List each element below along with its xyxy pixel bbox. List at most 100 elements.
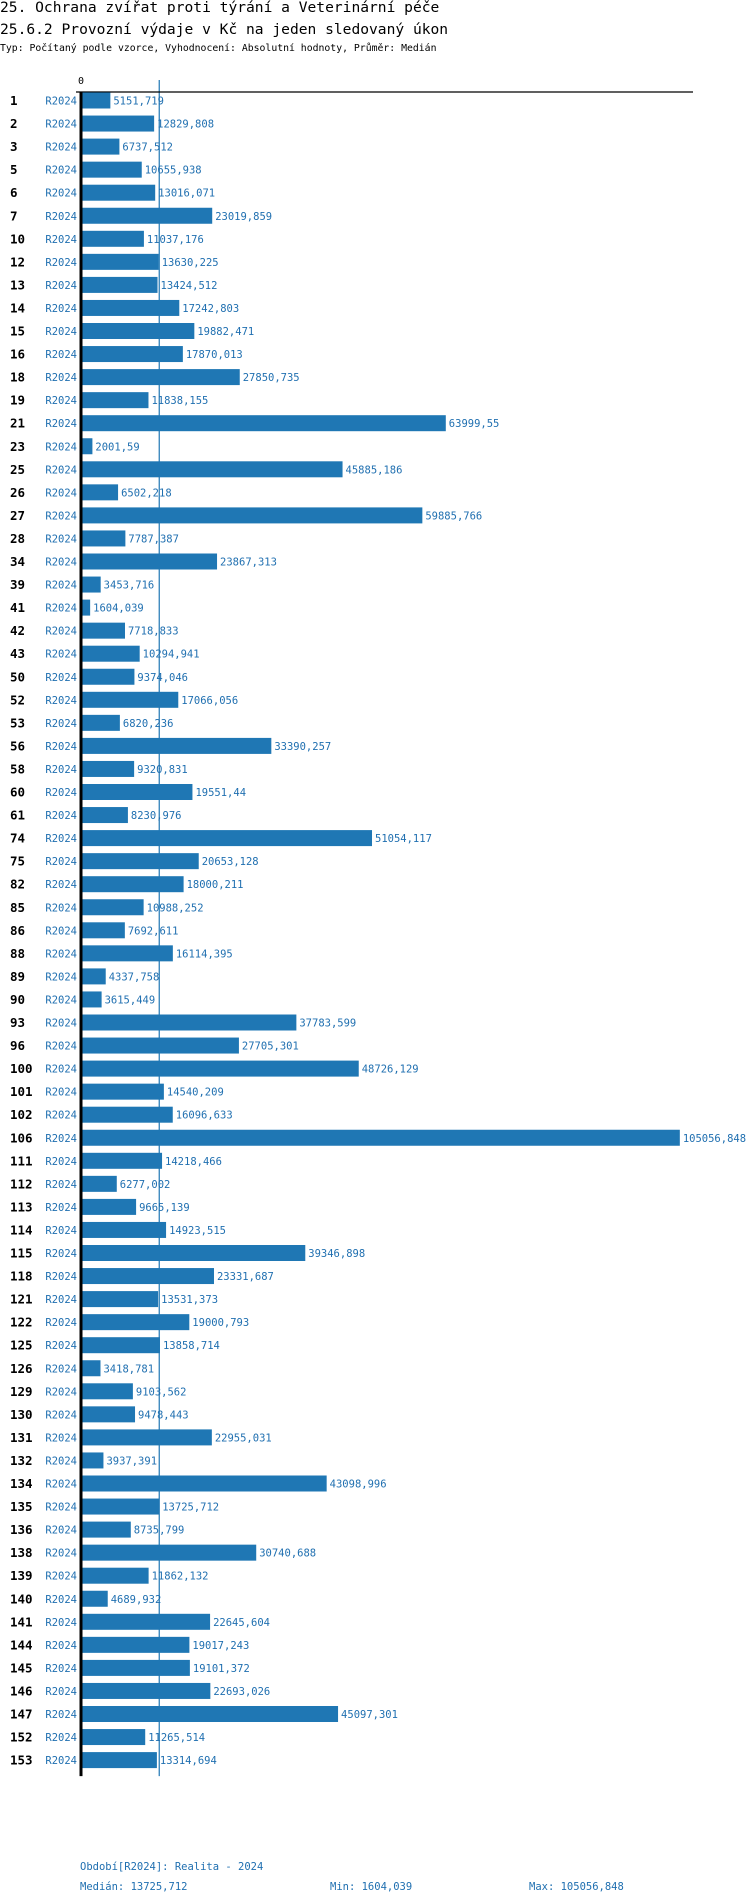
data-label: 20653,128 (202, 856, 259, 868)
category-label: 25 (10, 462, 25, 477)
bar (81, 461, 343, 478)
data-label: 23331,687 (217, 1271, 274, 1283)
category-label: 82 (10, 877, 25, 892)
bar (81, 991, 102, 1008)
bar (81, 1129, 680, 1146)
category-label: 42 (10, 623, 25, 638)
data-label: 19101,372 (193, 1663, 250, 1675)
bar (81, 622, 125, 639)
category-label: 152 (10, 1730, 33, 1745)
series-label: R2024 (45, 580, 77, 592)
data-label: 16114,395 (176, 948, 233, 960)
category-label: 130 (10, 1407, 33, 1422)
series-label: R2024 (45, 787, 77, 799)
bar (81, 1659, 190, 1676)
bar (81, 1198, 137, 1215)
bar (81, 207, 213, 224)
data-label: 9665,139 (139, 1202, 190, 1214)
bar (81, 1406, 136, 1423)
bar (81, 1544, 257, 1561)
category-label: 115 (10, 1246, 33, 1261)
category-label: 153 (10, 1753, 33, 1768)
bar (81, 1475, 327, 1492)
bar (81, 1060, 359, 1077)
bar (81, 1383, 133, 1400)
bar (81, 1314, 190, 1331)
data-label: 7692,611 (128, 925, 179, 937)
data-label: 16096,633 (176, 1110, 233, 1122)
data-label: 6737,512 (122, 142, 173, 154)
series-label: R2024 (45, 1640, 77, 1652)
category-label: 23 (10, 439, 25, 454)
series-label: R2024 (45, 257, 77, 269)
footer-max: Max: 105056,848 (529, 1881, 624, 1893)
series-label: R2024 (45, 1064, 77, 1076)
series-label: R2024 (45, 142, 77, 154)
bar (81, 1083, 164, 1100)
bar (81, 714, 120, 731)
data-label: 14540,209 (167, 1087, 224, 1099)
bar (81, 1106, 173, 1123)
data-label: 9320,831 (137, 764, 188, 776)
bar (81, 968, 106, 985)
category-label: 145 (10, 1660, 33, 1675)
data-label: 10988,252 (147, 902, 204, 914)
series-label: R2024 (45, 718, 77, 730)
category-label: 3 (10, 139, 18, 154)
category-label: 118 (10, 1269, 33, 1284)
data-label: 33390,257 (274, 741, 331, 753)
bar (81, 830, 373, 847)
series-label: R2024 (45, 1548, 77, 1560)
category-label: 28 (10, 531, 25, 546)
footer-min: Min: 1604,039 (330, 1881, 412, 1893)
data-label: 14218,466 (165, 1156, 222, 1168)
bar (81, 484, 119, 501)
bar (81, 138, 120, 155)
category-label: 1 (10, 93, 18, 108)
category-label: 96 (10, 1038, 25, 1053)
data-label: 7718,833 (128, 626, 179, 638)
series-label: R2024 (45, 649, 77, 661)
series-label: R2024 (45, 603, 77, 615)
series-label: R2024 (45, 557, 77, 569)
category-label: 56 (10, 738, 25, 753)
data-label: 30740,688 (259, 1548, 316, 1560)
data-label: 7787,387 (128, 533, 179, 545)
series-label: R2024 (45, 994, 77, 1006)
data-label: 19017,243 (192, 1640, 249, 1652)
data-label: 27705,301 (242, 1041, 299, 1053)
bar (81, 599, 91, 616)
category-label: 50 (10, 669, 25, 684)
category-label: 114 (10, 1222, 33, 1237)
data-label: 3453,716 (104, 580, 155, 592)
series-label: R2024 (45, 948, 77, 960)
category-label: 58 (10, 761, 25, 776)
bar (81, 1498, 160, 1515)
category-label: 74 (10, 831, 25, 846)
bar (81, 507, 423, 524)
category-label: 6 (10, 185, 18, 200)
data-label: 13424,512 (161, 280, 218, 292)
series-label: R2024 (45, 1225, 77, 1237)
bar (81, 737, 272, 754)
category-label: 101 (10, 1084, 33, 1099)
data-label: 27850,735 (243, 372, 300, 384)
chart-subtitle: 25.6.2 Provozní výdaje v Kč na jeden sle… (0, 21, 449, 38)
category-label: 7 (10, 208, 18, 223)
data-label: 18000,211 (187, 879, 244, 891)
data-label: 23867,313 (220, 557, 277, 569)
bar (81, 553, 218, 570)
bar (81, 1175, 117, 1192)
category-label: 61 (10, 808, 25, 823)
category-label: 60 (10, 785, 25, 800)
category-label: 131 (10, 1430, 33, 1445)
bar (81, 346, 183, 363)
category-label: 88 (10, 946, 25, 961)
bar (81, 1245, 306, 1261)
data-label: 3418,781 (103, 1363, 154, 1375)
bar (81, 668, 135, 685)
category-label: 139 (10, 1568, 33, 1583)
category-label: 34 (10, 554, 25, 569)
category-label: 121 (10, 1292, 33, 1307)
category-label: 13 (10, 277, 25, 292)
